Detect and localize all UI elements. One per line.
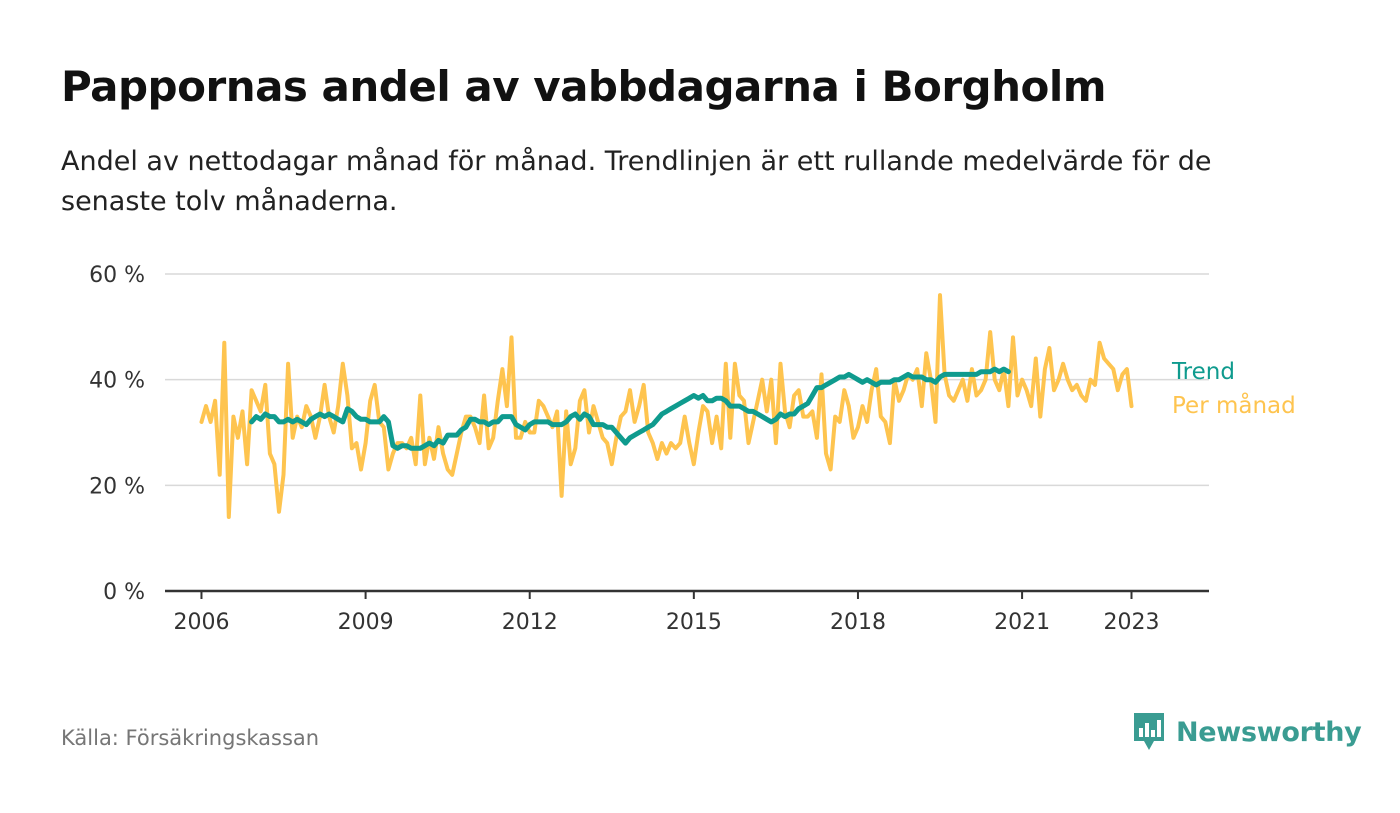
- trend-line: [249, 366, 1011, 451]
- x-tick-label: 2015: [666, 610, 722, 635]
- chart-legend: Per månad Trend: [1171, 359, 1296, 419]
- legend-label-monthly: Per månad: [1172, 391, 1296, 419]
- brand-logo[interactable]: Newsworthy: [1132, 712, 1362, 752]
- chart-series: [199, 293, 1134, 519]
- legend-label-trend: Trend: [1171, 359, 1235, 385]
- x-tick-label: 2023: [1103, 610, 1159, 635]
- x-tick-label: 2018: [830, 610, 886, 635]
- chart-title: Pappornas andel av vabbdagarna i Borghol…: [61, 62, 1107, 111]
- line-chart: 0 % 20 % 40 % 60 % 2006 2009 2012 2015 2018 2021…: [89, 263, 1296, 635]
- x-axis: 2006 2009 2012 2015 2018 2021 2023: [165, 589, 1209, 635]
- y-tick-label: 60 %: [89, 263, 145, 288]
- x-tick-label: 2012: [502, 610, 558, 635]
- x-tick-label: 2021: [994, 610, 1050, 635]
- x-tick-label: 2006: [173, 610, 229, 635]
- source-note: Källa: Försäkringskassan: [61, 726, 320, 750]
- y-axis-ticks: 0 % 20 % 40 % 60 %: [89, 263, 145, 605]
- chart-subtitle: Andel av nettodagar månad för månad. Tre…: [61, 146, 1212, 217]
- y-tick-label: 20 %: [89, 474, 145, 499]
- y-tick-label: 40 %: [89, 369, 145, 394]
- y-tick-label: 0 %: [103, 580, 145, 605]
- x-tick-label: 2009: [338, 610, 394, 635]
- monthly-line: [199, 293, 1134, 519]
- newsworthy-logo-icon: [1134, 713, 1164, 750]
- brand-name: Newsworthy: [1176, 716, 1362, 748]
